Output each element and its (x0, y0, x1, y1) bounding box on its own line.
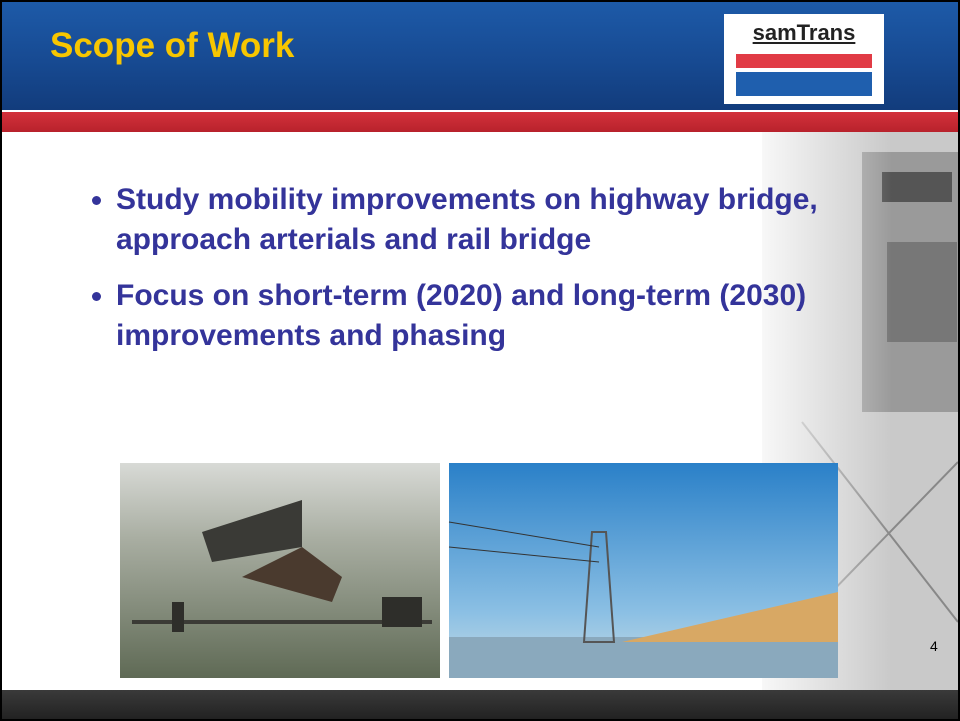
page-number: 4 (930, 638, 938, 654)
photos (2, 2, 958, 719)
highway-bridge-photo (449, 463, 838, 678)
slide: Scope of Work samTrans Study mobility im… (0, 0, 960, 721)
footer-bar (2, 690, 958, 719)
rail-bridge-photo (120, 463, 440, 678)
